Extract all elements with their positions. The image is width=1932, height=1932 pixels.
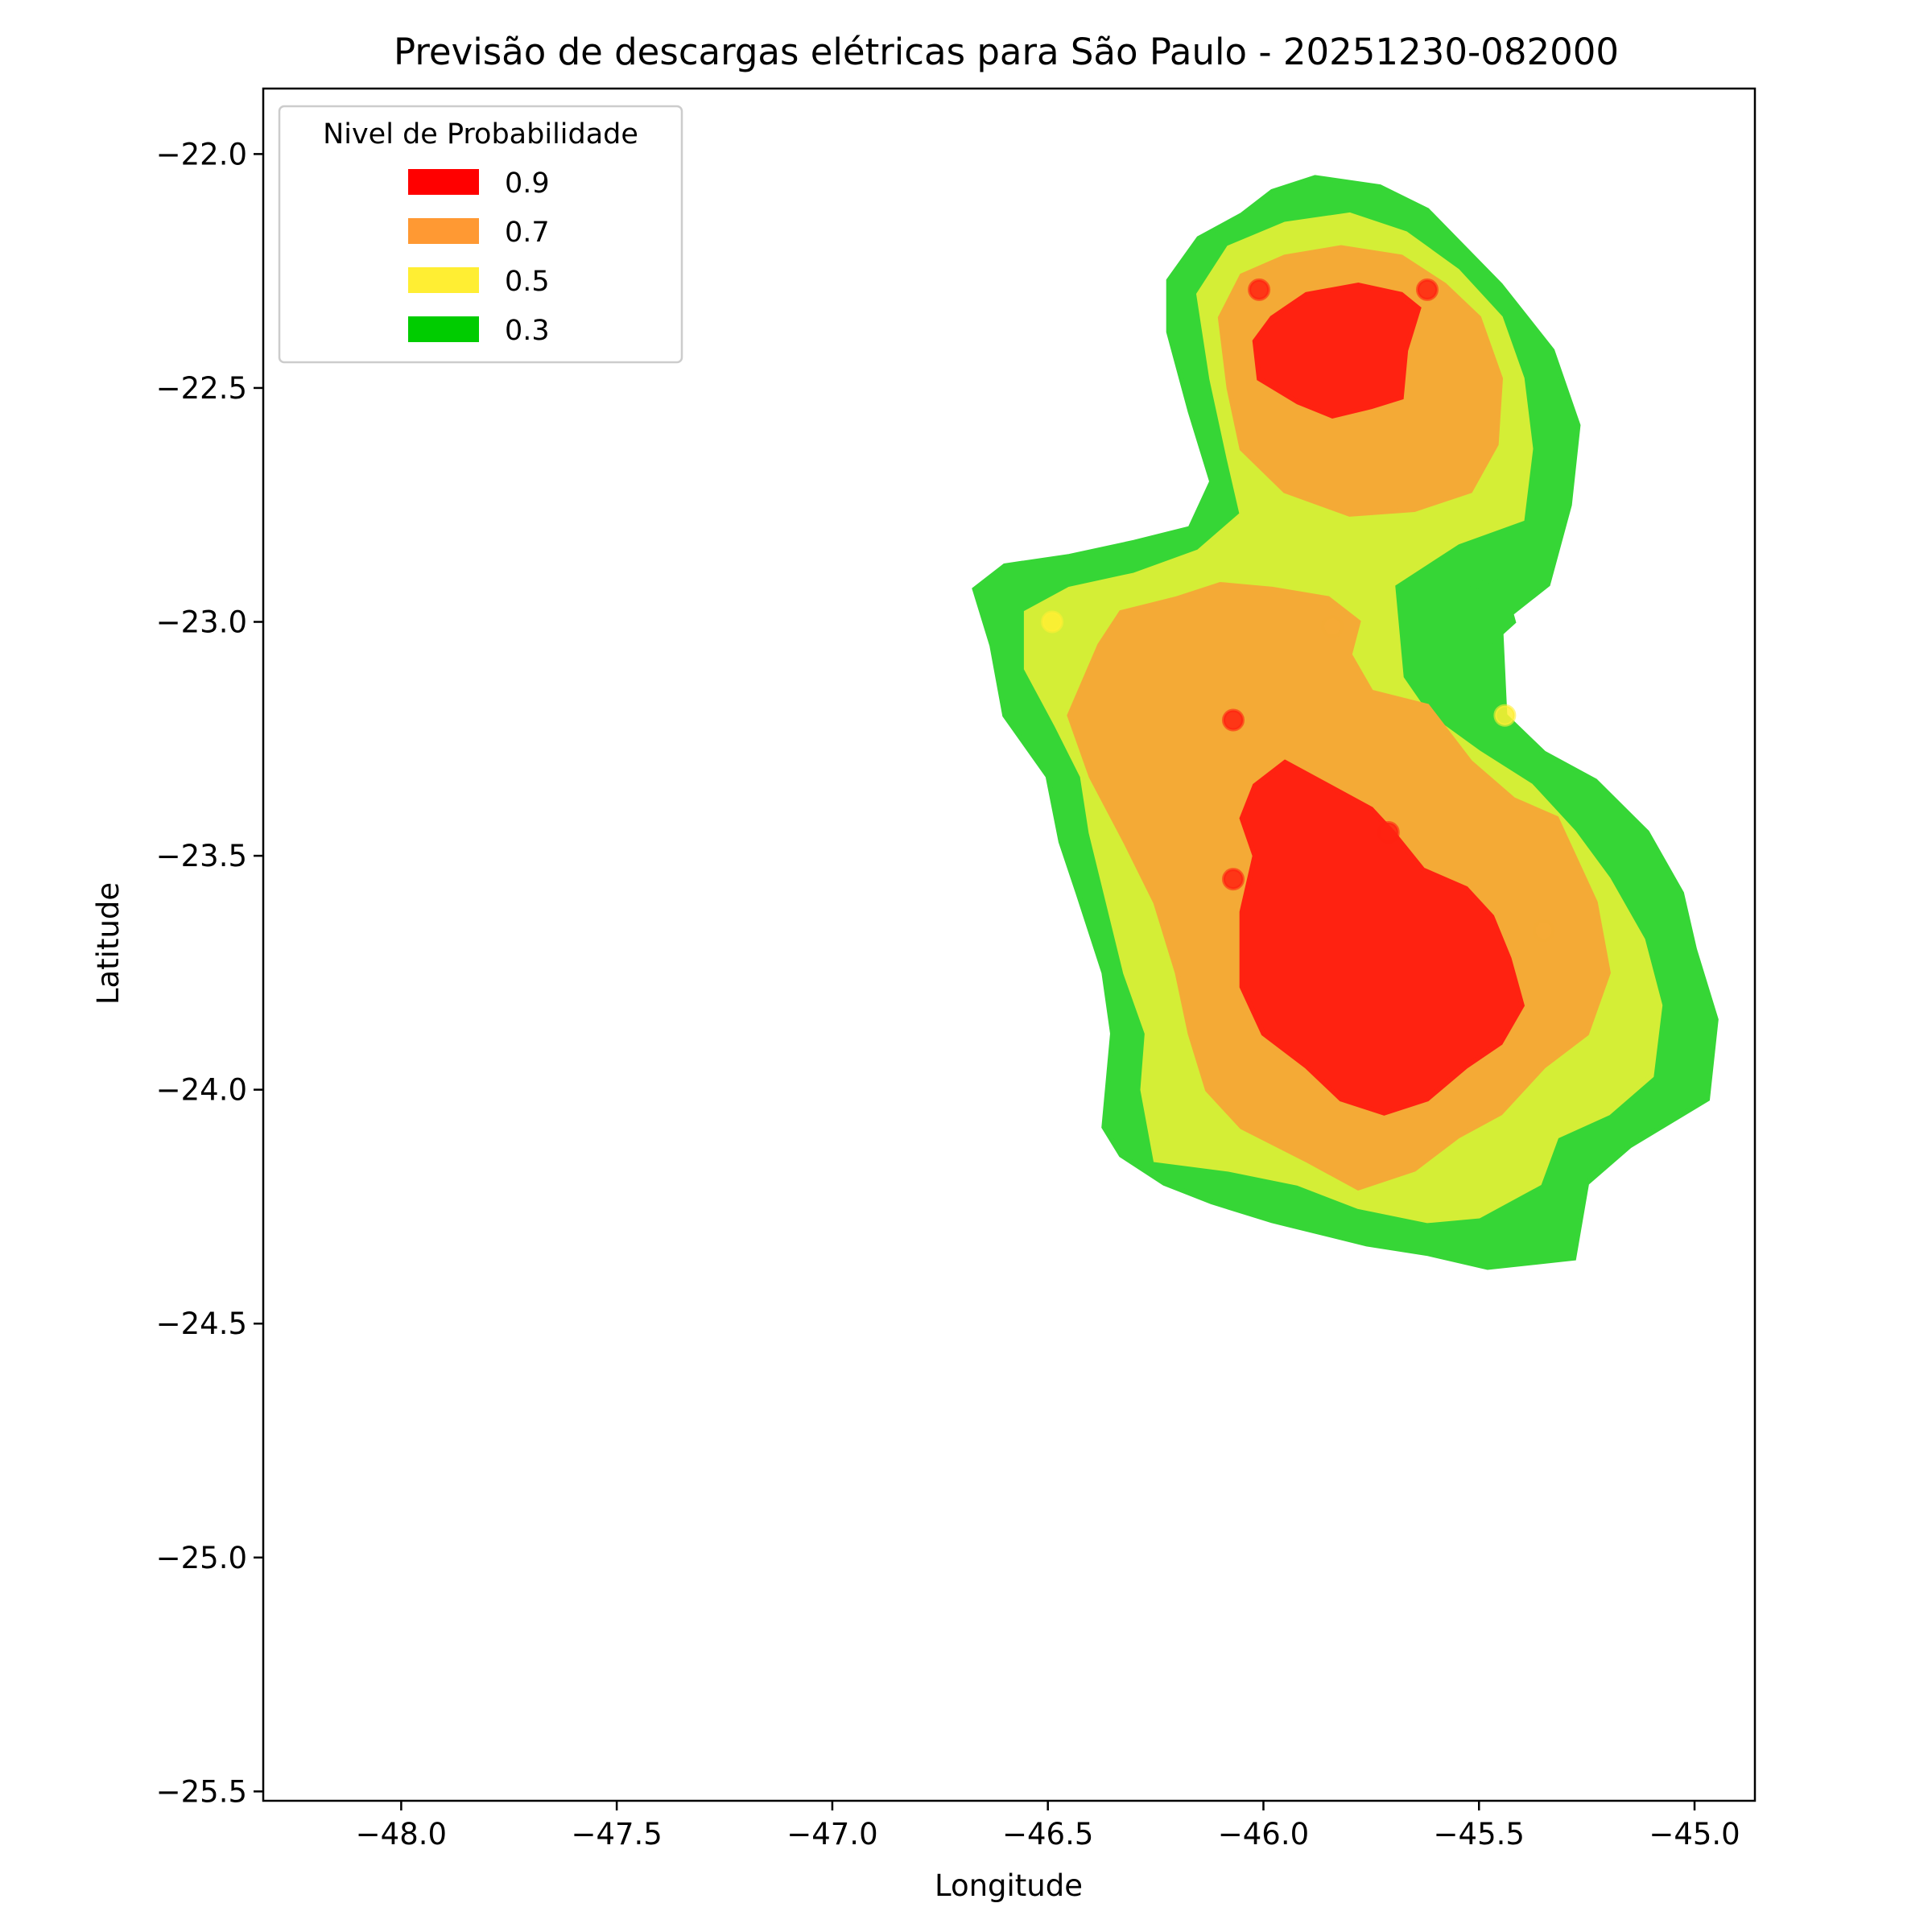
y-tick-label: −22.0 xyxy=(156,137,247,171)
legend-label: 0.9 xyxy=(505,167,550,200)
y-axis: −22.0 −22.5 −23.0 −23.5 −24.0 −24.5 −25.0 −25.5 xyxy=(156,137,263,1809)
contour-level-0-9 xyxy=(1239,283,1525,1116)
strike-marker xyxy=(1377,821,1400,844)
legend-label: 0.3 xyxy=(505,315,550,347)
strike-marker xyxy=(1041,610,1064,634)
legend-swatch xyxy=(408,316,479,342)
chart-title: Previsão de descargas elétricas para São… xyxy=(394,31,1619,73)
x-tick-label: −46.0 xyxy=(1218,1817,1309,1852)
y-tick-label: −25.0 xyxy=(156,1541,247,1575)
x-tick-label: −45.0 xyxy=(1649,1817,1740,1852)
strike-marker xyxy=(1248,278,1271,301)
strike-marker xyxy=(1532,919,1555,943)
x-tick-label: −48.0 xyxy=(356,1817,447,1852)
strike-marker xyxy=(1222,868,1245,891)
legend-swatch xyxy=(408,218,479,244)
strike-marker xyxy=(1222,708,1245,732)
y-tick-label: −24.5 xyxy=(156,1307,247,1341)
y-axis-label: Latitude xyxy=(91,882,126,1005)
legend: Nivel de Probabilidade 0.9 0.7 0.5 0.3 xyxy=(278,105,683,364)
strike-marker xyxy=(1493,704,1517,727)
axes-frame xyxy=(262,87,1757,1802)
strike-marker xyxy=(1416,278,1439,301)
x-tick-label: −46.5 xyxy=(1002,1817,1093,1852)
y-tick-label: −22.5 xyxy=(156,371,247,406)
legend-label: 0.7 xyxy=(505,217,550,249)
legend-entries: 0.9 0.7 0.5 0.3 xyxy=(408,167,550,347)
legend-swatch xyxy=(408,169,479,195)
y-tick-label: −23.0 xyxy=(156,605,247,640)
legend-box xyxy=(278,105,683,364)
legend-swatch xyxy=(408,267,479,293)
marker-layer xyxy=(1041,278,1555,943)
legend-label: 0.5 xyxy=(505,266,550,298)
plot-area xyxy=(972,175,1719,1270)
legend-title: Nivel de Probabilidade xyxy=(323,118,638,151)
y-tick-label: −24.0 xyxy=(156,1073,247,1108)
y-tick-label: −23.5 xyxy=(156,839,247,873)
contour-region xyxy=(1468,572,1517,650)
x-axis-label: Longitude xyxy=(935,1868,1083,1903)
x-tick-label: −45.5 xyxy=(1434,1817,1525,1852)
strike-marker xyxy=(1321,615,1344,638)
contour-region xyxy=(1252,283,1422,419)
x-tick-label: −47.5 xyxy=(571,1817,662,1852)
y-tick-label: −25.5 xyxy=(156,1774,247,1809)
contour-region xyxy=(1239,759,1525,1116)
x-axis: −48.0 −47.5 −47.0 −46.5 −46.0 −45.5 −45.0 xyxy=(356,1801,1740,1852)
x-tick-label: −47.0 xyxy=(786,1817,877,1852)
